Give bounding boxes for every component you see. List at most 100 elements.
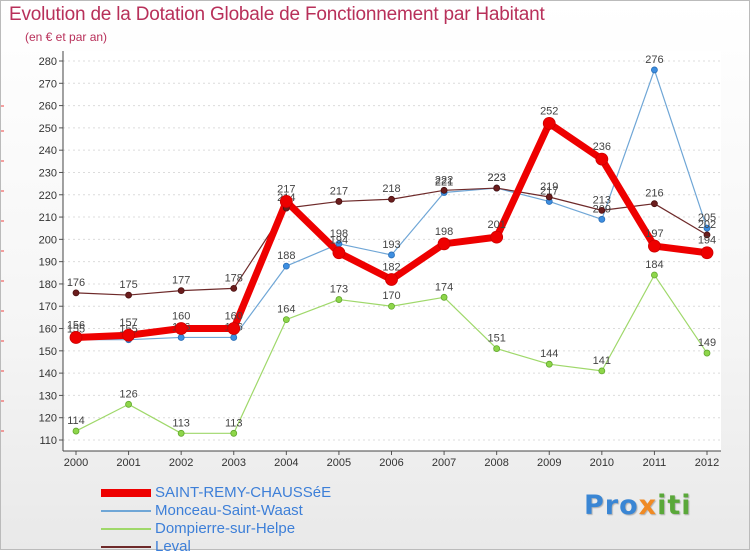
data-point-1 xyxy=(703,224,711,232)
data-label-2: 126 xyxy=(119,388,137,400)
data-label-0: 160 xyxy=(225,311,243,323)
data-label-2: 113 xyxy=(225,417,243,429)
data-label-0: 160 xyxy=(172,311,190,323)
data-label-3: 218 xyxy=(382,183,400,195)
data-label-1: 221 xyxy=(435,177,453,189)
logo-part-iti: iti xyxy=(657,490,692,521)
data-point-2 xyxy=(598,367,606,375)
data-point-3 xyxy=(651,200,658,208)
chart-title: Evolution de la Dotation Globale de Fonc… xyxy=(9,4,545,25)
data-label-1: 193 xyxy=(382,239,400,251)
legend-item-monceau: Monceau-Saint-Waast xyxy=(101,502,331,520)
data-label-2: 113 xyxy=(172,417,190,429)
data-label-2: 174 xyxy=(435,281,453,293)
data-label-2: 184 xyxy=(645,259,663,271)
data-label-0: 252 xyxy=(540,105,558,117)
data-label-1: 155 xyxy=(67,324,85,336)
data-label-3: 176 xyxy=(67,277,85,289)
data-label-3: 178 xyxy=(225,272,243,284)
legend-item-leval: Leval xyxy=(101,538,331,556)
x-tick-label: 2007 xyxy=(432,457,456,469)
legend-label-leval: Leval xyxy=(155,538,191,555)
data-point-3 xyxy=(545,193,553,201)
data-point-0 xyxy=(174,322,188,335)
y-tick-label: 270 xyxy=(39,78,57,90)
data-label-2: 144 xyxy=(540,348,558,360)
y-tick-label: 150 xyxy=(39,346,57,358)
data-label-3: 177 xyxy=(172,275,190,287)
data-label-1: 198 xyxy=(330,228,348,240)
data-point-2 xyxy=(335,296,343,303)
legend-swatch-leval xyxy=(101,546,151,548)
data-label-0: 182 xyxy=(382,261,400,273)
data-label-3: 217 xyxy=(330,185,348,197)
data-point-3 xyxy=(440,186,448,194)
data-label-3: 219 xyxy=(540,181,558,193)
x-tick-label: 2006 xyxy=(379,457,403,469)
y-tick-label: 130 xyxy=(39,390,57,402)
data-label-2: 170 xyxy=(382,290,400,302)
data-point-0 xyxy=(279,195,293,208)
data-point-3 xyxy=(703,231,711,239)
data-point-1 xyxy=(651,66,658,74)
plot-area xyxy=(63,51,721,451)
data-point-3 xyxy=(177,287,185,295)
data-point-2 xyxy=(388,302,395,310)
data-label-2: 141 xyxy=(593,355,611,367)
data-label-2: 173 xyxy=(330,284,348,296)
data-label-2: 164 xyxy=(277,304,295,316)
data-label-0: 198 xyxy=(435,226,453,238)
data-point-3 xyxy=(72,289,80,297)
x-tick-label: 2001 xyxy=(116,457,140,469)
data-point-3 xyxy=(125,291,132,299)
data-label-1: 217 xyxy=(540,185,558,197)
data-point-1 xyxy=(177,334,185,341)
data-point-2 xyxy=(125,400,132,408)
data-label-1: 188 xyxy=(277,250,295,262)
y-tick-label: 240 xyxy=(39,145,57,157)
data-label-2: 151 xyxy=(487,333,505,345)
data-label-3: 222 xyxy=(435,174,453,186)
logo-part-x: x xyxy=(638,490,658,521)
data-point-0 xyxy=(227,322,241,335)
legend-item-dompierre: Dompierre-sur-Helpe xyxy=(101,520,331,538)
data-label-2: 149 xyxy=(698,337,716,349)
data-point-1 xyxy=(282,262,290,270)
data-label-3: 202 xyxy=(698,219,716,231)
data-label-0: 236 xyxy=(593,141,611,153)
y-tick-label: 190 xyxy=(39,257,57,269)
y-tick-label: 230 xyxy=(39,167,57,179)
data-point-0 xyxy=(595,152,609,166)
data-label-2: 114 xyxy=(67,415,85,427)
data-point-0 xyxy=(648,239,661,253)
legend-swatch-dompierre xyxy=(101,528,151,530)
legend-label-monceau: Monceau-Saint-Waast xyxy=(155,502,303,519)
x-tick-label: 2008 xyxy=(484,457,508,469)
data-point-2 xyxy=(493,345,501,352)
data-point-3 xyxy=(335,198,343,205)
data-label-0: 156 xyxy=(67,319,85,331)
data-point-0 xyxy=(542,117,556,130)
data-point-2 xyxy=(282,316,290,324)
x-tick-label: 2000 xyxy=(64,457,88,469)
data-label-1: 276 xyxy=(645,54,663,66)
x-tick-label: 2011 xyxy=(643,457,667,469)
legend-label-saint-remy: SAINT-REMY-CHAUSSéE xyxy=(155,484,332,501)
data-point-0 xyxy=(385,273,398,286)
data-point-1 xyxy=(230,334,238,341)
proxiti-logo: Proxiti xyxy=(584,490,692,521)
data-label-0: 194 xyxy=(330,235,348,247)
x-tick-label: 2003 xyxy=(222,457,246,469)
data-point-2 xyxy=(230,429,238,437)
x-tick-label: 2002 xyxy=(169,457,193,469)
data-point-0 xyxy=(700,246,714,260)
y-tick-label: 180 xyxy=(39,279,57,291)
x-tick-label: 2012 xyxy=(695,457,719,469)
legend-item-saint-remy: SAINT-REMY-CHAUSSéE xyxy=(101,484,331,502)
x-tick-label: 2009 xyxy=(537,457,561,469)
data-point-0 xyxy=(122,328,135,342)
x-tick-label: 2010 xyxy=(590,457,614,469)
y-tick-label: 200 xyxy=(39,234,57,246)
legend-label-dompierre: Dompierre-sur-Helpe xyxy=(155,520,296,537)
